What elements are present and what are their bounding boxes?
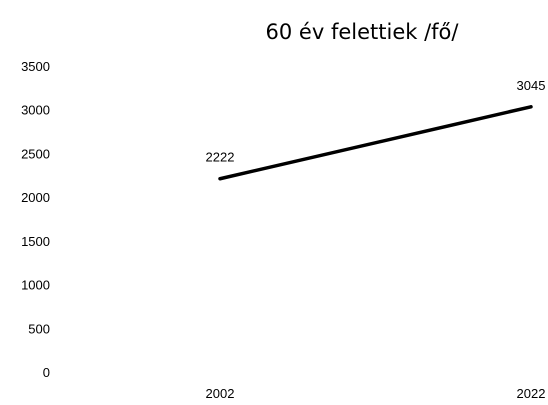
- y-tick-label: 3500: [21, 59, 50, 74]
- y-tick-label: 3000: [21, 103, 50, 118]
- data-label: 3045: [517, 78, 546, 93]
- y-tick-label: 2500: [21, 146, 50, 161]
- series-line: [218, 105, 533, 181]
- y-tick-label: 500: [28, 321, 50, 336]
- y-tick-label: 2000: [21, 190, 50, 205]
- chart-title: 60 év felettiek /fő/: [266, 20, 460, 44]
- y-tick-label: 1500: [21, 234, 50, 249]
- data-label: 2222: [206, 150, 235, 165]
- data-labels: 2222 3045: [206, 78, 546, 165]
- y-tick-label: 1000: [21, 278, 50, 293]
- x-tick-label: 2022: [517, 386, 546, 401]
- x-tick-label: 2002: [206, 386, 235, 401]
- data-point: [529, 105, 533, 109]
- y-axis-labels: 0 500 1000 1500 2000 2500 3000 3500: [21, 59, 50, 380]
- plot-area: [218, 105, 533, 181]
- x-axis-labels: 2002 2022: [206, 386, 546, 401]
- data-point: [218, 177, 222, 181]
- y-tick-label: 0: [43, 365, 50, 380]
